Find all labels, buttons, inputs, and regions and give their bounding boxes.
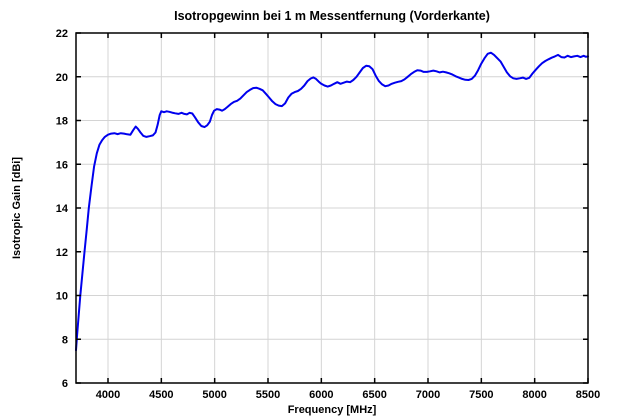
y-tick-label: 12: [56, 247, 68, 259]
x-tick-label: 5500: [256, 389, 280, 401]
gain-curve: [75, 51, 589, 352]
chart-title: Isotropgewinn bei 1 m Messentfernung (Vo…: [174, 9, 490, 23]
y-tick-label: 8: [62, 334, 68, 346]
x-tick-label: 8500: [576, 389, 600, 401]
x-axis-label: Frequency [MHz]: [288, 404, 377, 416]
tick-labels: 4000 4500 5000 5500 6000 6500 7000 7500 8000 8500…: [56, 28, 600, 401]
data-series-line: [75, 51, 589, 352]
y-tick-label: 22: [56, 28, 68, 40]
x-tick-label: 7000: [416, 389, 440, 401]
y-tick-label: 10: [56, 291, 68, 303]
x-tick-label: 5000: [202, 389, 226, 401]
x-tick-label: 7500: [469, 389, 493, 401]
y-tick-label: 20: [56, 72, 68, 84]
x-tick-label: 6500: [362, 389, 386, 401]
x-tick-label: 8000: [522, 389, 546, 401]
x-tick-label: 6000: [309, 389, 333, 401]
y-tick-label: 18: [56, 116, 68, 128]
y-tick-label: 16: [56, 159, 68, 171]
axis-ticks: [76, 32, 589, 384]
y-tick-label: 14: [56, 203, 69, 215]
gridlines: [76, 33, 588, 383]
x-tick-label: 4000: [96, 389, 120, 401]
y-axis-label: Isotropic Gain [dBi]: [11, 157, 23, 259]
x-tick-label: 4500: [149, 389, 173, 401]
y-tick-label: 6: [62, 378, 68, 390]
